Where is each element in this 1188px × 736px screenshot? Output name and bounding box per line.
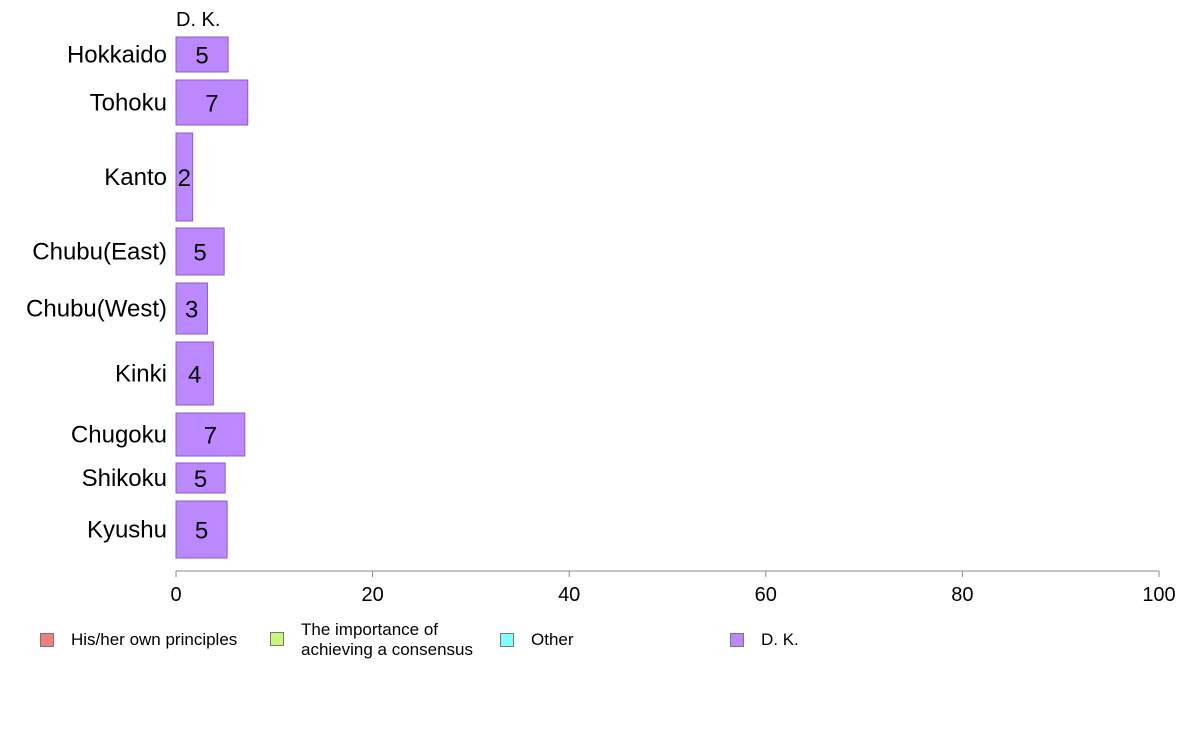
- legend-label-consensus: The importance of achieving a consensus: [301, 620, 473, 660]
- bar: [175, 282, 208, 335]
- category-label: Kyushu: [87, 517, 167, 544]
- bar: [175, 341, 214, 406]
- legend-swatch-dk: [730, 633, 744, 647]
- category-label: Tohoku: [90, 90, 167, 117]
- bar: [175, 227, 225, 276]
- legend-label-consensus-line1: The importance of: [301, 620, 439, 639]
- bars: [175, 36, 249, 559]
- data-label: 2: [178, 165, 191, 192]
- series-header: D. K.: [176, 9, 220, 31]
- legend-item-principles: His/her own principles: [40, 630, 237, 650]
- legend-label-dk: D. K.: [761, 630, 799, 649]
- legend-item-dk: D. K.: [730, 630, 799, 650]
- bar: [175, 132, 194, 222]
- legend-label-principles: His/her own principles: [71, 630, 238, 649]
- category-label: Hokkaido: [67, 42, 167, 69]
- category-label: Chugoku: [71, 422, 167, 449]
- data-label: 4: [188, 362, 201, 389]
- chart-area: D. K. Hokkaido Tohoku Kanto Chubu(East) Chub…: [26, 9, 1176, 606]
- x-tick-label: 40: [558, 584, 580, 606]
- x-tick-label: 100: [1142, 584, 1175, 606]
- legend-item-other: Other: [500, 630, 574, 650]
- legend-swatch-consensus: [270, 632, 284, 646]
- bar: [175, 412, 246, 457]
- data-label: 5: [194, 466, 207, 493]
- bar-labels: 5 7 2 5 3 4 7 5 5: [178, 43, 219, 545]
- category-label: Kinki: [115, 361, 167, 388]
- legend: His/her own principles The importance of…: [0, 620, 1188, 670]
- bar: [175, 79, 249, 126]
- legend-swatch-other: [500, 633, 514, 647]
- x-tick-label: 20: [361, 584, 383, 606]
- data-label: 5: [195, 43, 208, 70]
- bar: [175, 36, 229, 73]
- x-axis: 0 20 40 60 80 100: [170, 570, 1176, 606]
- data-label: 5: [193, 240, 206, 267]
- x-tick-label: 80: [951, 584, 973, 606]
- legend-label-consensus-line2: achieving a consensus: [301, 640, 474, 659]
- legend-item-consensus: The importance of achieving a consensus: [270, 620, 473, 660]
- data-label: 7: [205, 91, 218, 118]
- data-label: 5: [195, 518, 208, 545]
- bar: [175, 462, 226, 494]
- category-label: Chubu(West): [26, 296, 167, 323]
- legend-label-other: Other: [531, 630, 574, 649]
- data-label: 3: [185, 297, 198, 324]
- category-label: Chubu(East): [32, 239, 167, 266]
- category-labels: Hokkaido Tohoku Kanto Chubu(East) Chubu(West…: [26, 42, 167, 544]
- x-tick-label: 60: [755, 584, 777, 606]
- data-label: 7: [204, 423, 217, 450]
- category-label: Shikoku: [82, 465, 167, 492]
- bar: [175, 500, 228, 559]
- category-label: Kanto: [104, 164, 167, 191]
- legend-swatch-principles: [40, 633, 54, 647]
- x-tick-label: 0: [170, 584, 181, 606]
